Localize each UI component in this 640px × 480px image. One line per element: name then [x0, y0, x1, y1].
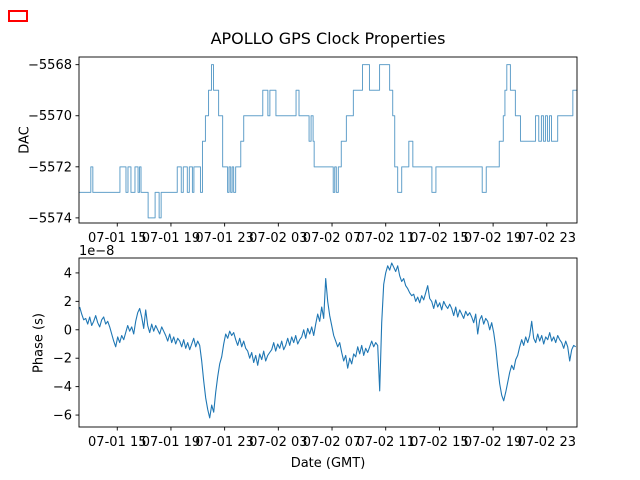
y-tick-label: −5572 — [28, 160, 72, 175]
x-tick-label: 07-01 15 — [88, 435, 146, 450]
x-tick-label: 07-01 23 — [195, 435, 253, 450]
x-tick-label: 07-02 11 — [356, 231, 414, 246]
y-tick-label: −2 — [53, 352, 72, 367]
x-tick-label: 07-01 15 — [88, 231, 146, 246]
x-tick-label: 07-02 07 — [303, 231, 361, 246]
y-tick-label: −5568 — [28, 58, 72, 73]
y-tick-label: −6 — [53, 409, 72, 424]
y-tick-label: −4 — [53, 380, 72, 395]
dac-steps-line — [79, 64, 577, 219]
red-marker — [8, 10, 28, 22]
x-tick-label: 07-02 19 — [464, 231, 522, 246]
x-tick-label: 07-02 15 — [410, 231, 468, 246]
axes-border — [78, 257, 578, 428]
x-axis-label: Date (GMT) — [290, 456, 366, 471]
x-tick-label: 07-01 19 — [142, 231, 200, 246]
x-tick-label: 07-02 23 — [518, 435, 576, 450]
x-tick-label: 07-01 19 — [142, 435, 200, 450]
x-tick-label: 07-02 19 — [464, 435, 522, 450]
axes-border — [78, 56, 578, 224]
y-tick-label: 0 — [64, 323, 72, 338]
x-tick-label: 07-02 03 — [249, 231, 307, 246]
figure-title: APOLLO GPS Clock Properties — [210, 29, 446, 48]
y-tick-label: 4 — [64, 266, 72, 281]
x-tick-label: 07-02 15 — [410, 435, 468, 450]
x-tick-label: 07-02 11 — [356, 435, 414, 450]
x-tick-label: 07-02 07 — [303, 435, 361, 450]
x-tick-label: 07-02 23 — [518, 231, 576, 246]
x-tick-label: 07-02 03 — [249, 435, 307, 450]
y-tick-label: 2 — [64, 295, 72, 310]
y-tick-label: −5570 — [28, 109, 72, 124]
x-tick-label: 07-01 23 — [195, 231, 253, 246]
y-tick-label: −5574 — [28, 211, 72, 226]
y-offset-text: 1e−8 — [79, 244, 115, 259]
phase-line — [79, 262, 577, 419]
